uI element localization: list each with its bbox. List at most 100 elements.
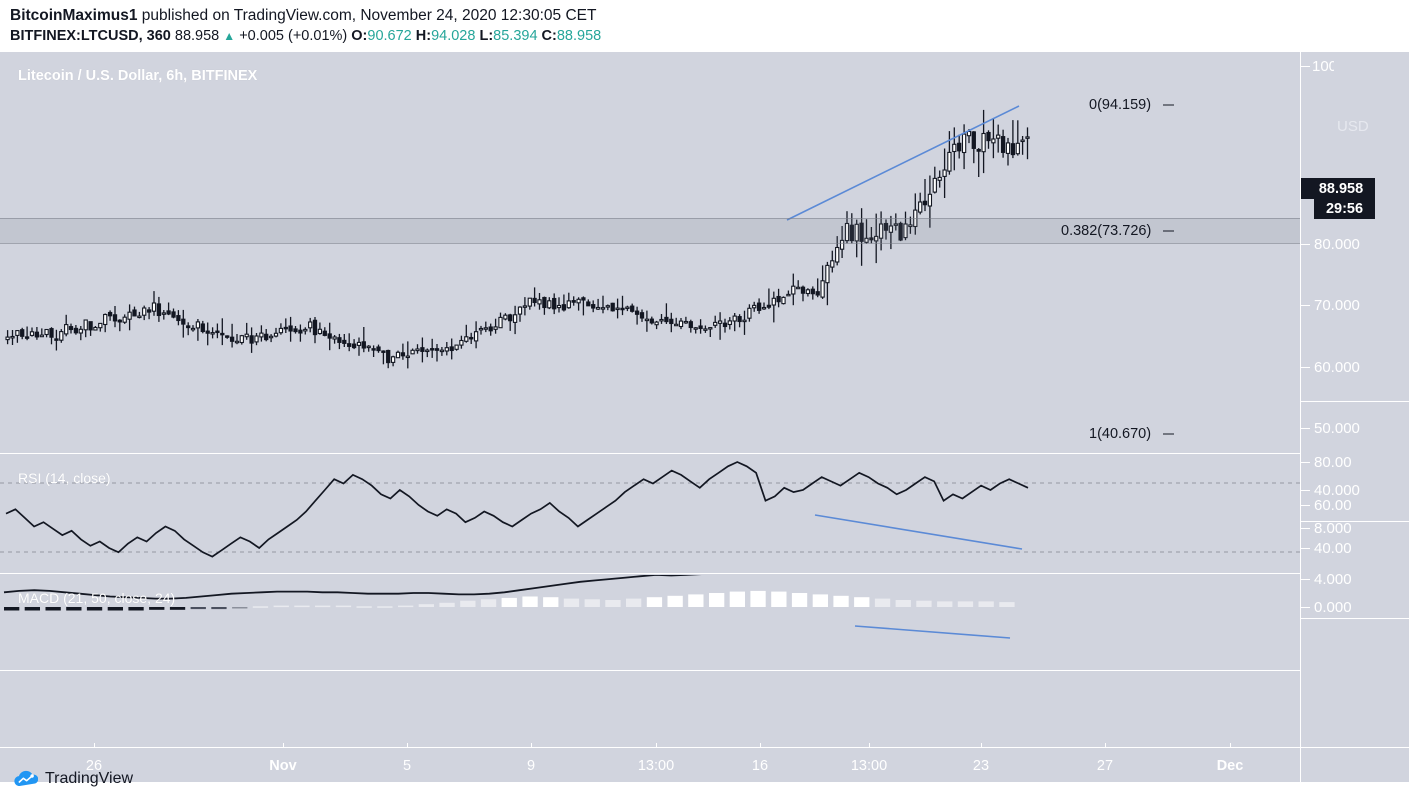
price-trendline — [786, 105, 1020, 221]
time-axis-label: 27 — [1096, 758, 1114, 774]
candle-bullish — [625, 306, 630, 310]
candle-bullish — [239, 335, 244, 344]
symbol-quote-line: BITFINEX:LTCUSD, 360 88.958 ▲ +0.005 (+0… — [10, 27, 1409, 46]
chart-frame[interactable]: Litecoin / U.S. Dollar, 6h, BITFINEX 0(9… — [0, 52, 1409, 747]
candle-bearish — [869, 237, 874, 241]
candle-bullish — [605, 305, 610, 308]
pane-separator-rsi — [0, 453, 1300, 454]
candle-bearish — [49, 328, 54, 338]
candle-bullish — [98, 322, 103, 329]
macd-pane[interactable] — [0, 575, 1300, 670]
candle-bearish — [971, 131, 976, 149]
candle-bullish — [127, 311, 132, 320]
macd-histogram-bar — [294, 605, 310, 608]
macd-histogram-bar — [916, 600, 932, 607]
macd-histogram-bar — [232, 607, 248, 609]
macd-histogram-bar — [563, 598, 580, 607]
candle-bullish — [708, 327, 713, 330]
price-change: +0.005 (+0.01%) — [239, 28, 348, 44]
macd-histogram-bar — [273, 605, 289, 608]
candle-bullish — [615, 307, 620, 311]
candle-bullish — [366, 345, 371, 349]
last-price: 88.958 — [174, 28, 220, 44]
candle-bearish — [283, 326, 288, 330]
time-axis-label: 13:00 — [850, 758, 888, 774]
candle-bullish — [752, 304, 757, 309]
candle-bullish — [103, 313, 108, 326]
candle-bullish — [796, 286, 801, 290]
axis-tick-100 — [1301, 66, 1310, 67]
macd-histogram-bar — [460, 600, 476, 607]
high-value: 94.028 — [431, 28, 476, 44]
candle-bullish — [527, 297, 532, 307]
candle-bullish — [713, 321, 718, 326]
macd-histogram-bar — [149, 607, 165, 610]
candle-bearish — [107, 311, 113, 317]
price-axis[interactable]: 100 USD 88.958 29:56 80.000 70.000 60.00… — [1300, 52, 1409, 747]
macd-histogram-bar — [937, 601, 953, 607]
tradingview-brand[interactable]: TradingView — [14, 768, 133, 790]
candle-bullish — [761, 306, 767, 310]
candle-bearish — [327, 333, 332, 339]
candle-bearish — [810, 288, 815, 295]
price-pane[interactable] — [0, 52, 1300, 452]
current-price-badge[interactable]: 88.958 — [1301, 178, 1375, 199]
candle-bullish — [566, 300, 571, 309]
macd-histogram-bar — [45, 607, 61, 611]
candle-bearish — [849, 224, 854, 242]
candle-bearish — [54, 338, 59, 341]
macd-histogram-bar — [833, 595, 849, 607]
candle-bullish — [190, 327, 196, 331]
candle-bearish — [634, 310, 640, 315]
candle-bearish — [898, 222, 903, 241]
candle-bullish — [405, 355, 410, 359]
candle-bearish — [508, 314, 513, 322]
macd-histogram-bar — [771, 591, 787, 607]
candle-bearish — [859, 222, 864, 242]
pane-separator-bottom — [0, 670, 1300, 671]
candle-bearish — [342, 339, 347, 344]
candle-bearish — [225, 335, 230, 338]
axis-sep-bottom — [1301, 618, 1409, 619]
candle-bullish — [644, 318, 650, 322]
candle-bearish — [815, 291, 820, 296]
open-label: O: — [351, 28, 368, 44]
time-axis[interactable]: 26 Nov 5 9 13:00 16 13:00 23 27 Dec — [0, 743, 1409, 783]
candle-bearish — [571, 300, 576, 303]
bar-countdown-badge: 29:56 — [1314, 199, 1375, 219]
candle-bullish — [937, 176, 942, 181]
candle-bullish — [425, 349, 430, 353]
axis-label-50: 50.000 — [1314, 420, 1360, 437]
fib-label-0382: 0.382(73.726) — [1061, 223, 1152, 239]
candle-bullish — [844, 222, 850, 242]
candle-bearish — [688, 321, 693, 329]
time-axis-label: 23 — [972, 758, 990, 774]
candle-bullish — [693, 327, 698, 330]
candle-bullish — [991, 138, 996, 144]
candle-bearish — [176, 315, 181, 322]
fib-dash-1 — [1163, 433, 1174, 435]
currency-label: USD — [1337, 118, 1369, 135]
candle-bearish — [591, 304, 596, 309]
candle-bullish — [854, 223, 859, 242]
macd-histogram-bar — [978, 601, 994, 607]
candle-bullish — [512, 314, 518, 323]
time-tick — [981, 743, 982, 748]
candle-bullish — [5, 336, 10, 341]
candle-bullish — [268, 335, 274, 339]
candle-bullish — [820, 280, 825, 298]
rsi-pane[interactable] — [0, 455, 1300, 572]
candle-bullish — [493, 326, 498, 330]
candle-bullish — [537, 299, 542, 305]
candle-bullish — [805, 289, 811, 295]
fib-label-1: 1(40.670) — [1089, 426, 1152, 442]
candle-bearish — [469, 336, 474, 340]
axis-tick-rsi-40 — [1301, 548, 1310, 549]
macd-histogram-bar — [646, 597, 663, 607]
axis-label-macd-0: 0.000 — [1314, 599, 1352, 616]
time-axis-label: 26 — [85, 758, 103, 774]
candle-bullish — [1025, 136, 1030, 139]
macd-histogram-bar — [501, 597, 517, 607]
candle-bullish — [439, 349, 445, 353]
